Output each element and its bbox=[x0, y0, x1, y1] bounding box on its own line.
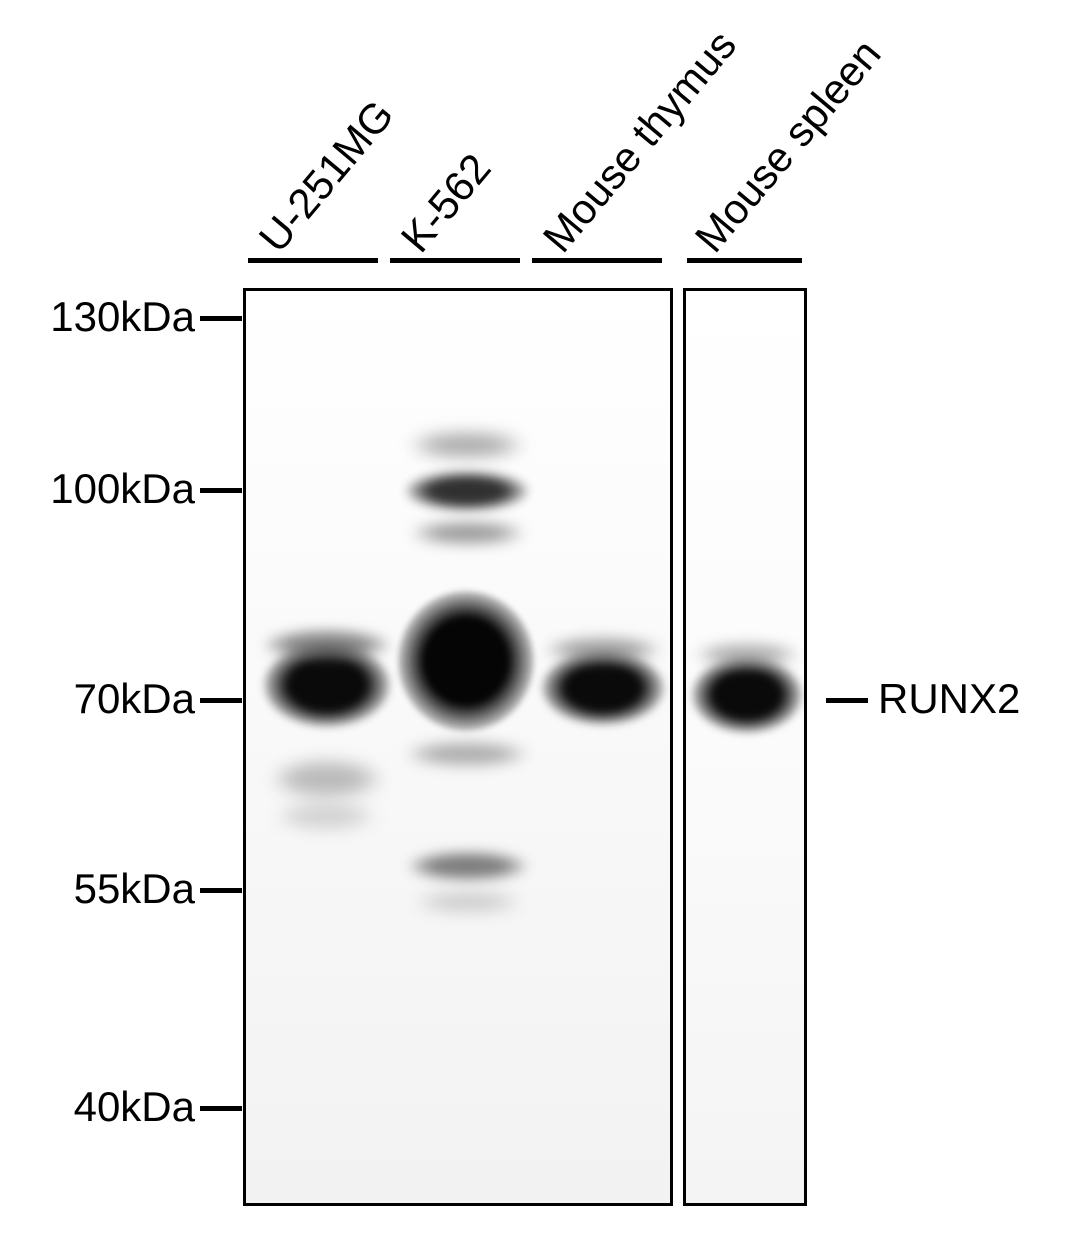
mw-marker-tick bbox=[200, 698, 242, 703]
mw-marker-label: 70kDa bbox=[74, 675, 195, 723]
blot-panel bbox=[683, 288, 807, 1206]
blot-band bbox=[408, 851, 528, 881]
blot-band bbox=[264, 629, 390, 661]
mw-marker-tick bbox=[200, 488, 242, 493]
lane-underline bbox=[532, 258, 662, 263]
mw-marker-tick bbox=[200, 1106, 242, 1111]
blot-band bbox=[412, 521, 524, 545]
mw-marker-tick bbox=[200, 888, 242, 893]
lane-label: U-251MG bbox=[250, 91, 404, 261]
blot-band bbox=[410, 431, 524, 459]
lane-label: K-562 bbox=[392, 145, 501, 262]
lane-underline bbox=[390, 258, 520, 263]
blot-band bbox=[696, 643, 798, 667]
mw-marker-label: 130kDa bbox=[50, 293, 195, 341]
mw-marker-label: 100kDa bbox=[50, 465, 195, 513]
western-blot-figure: 130kDa100kDa70kDa55kDa40kDaU-251MGK-562M… bbox=[0, 0, 1080, 1240]
protein-label: RUNX2 bbox=[878, 675, 1020, 723]
blot-band bbox=[398, 591, 534, 731]
protein-label-tick bbox=[826, 698, 868, 703]
blot-band bbox=[276, 801, 376, 831]
blot-band bbox=[406, 741, 528, 767]
blot-panel bbox=[243, 288, 673, 1206]
blot-band bbox=[692, 657, 802, 733]
lane-underline bbox=[248, 258, 378, 263]
mw-marker-label: 40kDa bbox=[74, 1083, 195, 1131]
blot-band bbox=[546, 637, 660, 663]
mw-marker-label: 55kDa bbox=[74, 865, 195, 913]
blot-band bbox=[406, 471, 528, 511]
lane-underline bbox=[687, 258, 802, 263]
mw-marker-tick bbox=[200, 316, 242, 321]
blot-band bbox=[414, 891, 522, 913]
blot-band bbox=[272, 759, 382, 799]
